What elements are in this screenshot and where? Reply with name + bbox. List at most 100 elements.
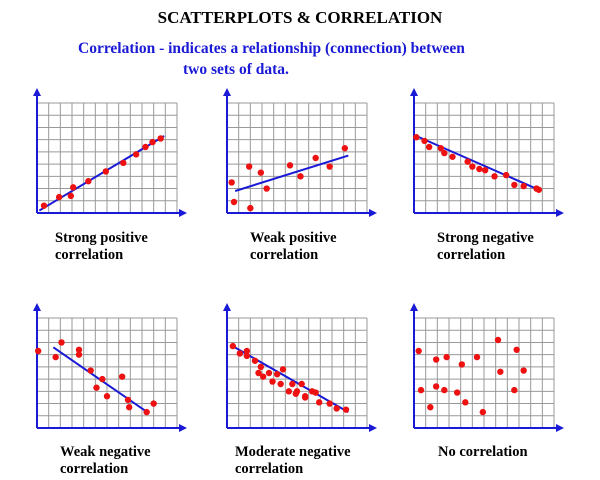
caption-moderate-negative: Moderate negative correlation [235, 444, 351, 478]
data-point [286, 162, 294, 169]
data-point [124, 396, 132, 404]
data-point [52, 353, 59, 361]
subtitle-line-1: Correlation - indicates a relationship (… [78, 40, 465, 57]
data-point [67, 192, 75, 200]
data-point [535, 186, 543, 193]
data-point [257, 363, 265, 371]
data-point [511, 181, 518, 189]
data-point [277, 380, 284, 388]
scatterplot-strong-positive [33, 88, 187, 217]
data-point [55, 193, 63, 201]
caption-strong-positive: Strong positive correlation [55, 230, 148, 264]
page-subtitle: Correlation - indicates a relationship (… [78, 38, 548, 80]
data-point [75, 346, 83, 353]
caption-line: Strong positive [55, 230, 148, 246]
grid [227, 102, 368, 213]
grid [37, 102, 178, 213]
data-point [273, 371, 281, 378]
data-point [473, 353, 481, 361]
data-point [263, 185, 270, 192]
data-point [257, 169, 265, 176]
scatterplot-weak-negative [33, 303, 187, 432]
data-point [511, 386, 518, 394]
data-point [125, 404, 133, 411]
data-point [102, 168, 110, 175]
data-point [69, 184, 77, 191]
data-point [443, 353, 450, 361]
data-point [243, 347, 251, 355]
data-point [230, 198, 238, 206]
caption-line: Weak positive [250, 230, 337, 246]
data-point [40, 202, 48, 209]
data-point [464, 158, 471, 165]
data-point [58, 339, 65, 346]
caption-line: correlation [55, 247, 124, 263]
data-point [157, 135, 164, 142]
data-point [520, 367, 527, 374]
data-point [265, 369, 273, 377]
data-point [243, 352, 251, 360]
y-axis-arrow [33, 303, 41, 311]
data-point [269, 378, 276, 385]
data-point [432, 356, 440, 363]
data-point [251, 357, 259, 364]
data-point [255, 369, 262, 377]
data-point [93, 384, 100, 391]
data-point [75, 351, 83, 358]
data-point [99, 375, 106, 383]
caption-line: correlation [60, 461, 129, 477]
data-point [441, 386, 448, 394]
data-point [453, 389, 461, 396]
x-axis-arrow [556, 209, 564, 217]
data-point [520, 182, 527, 190]
data-point [143, 408, 150, 416]
x-axis-arrow [369, 424, 377, 432]
data-point [315, 399, 323, 406]
data-point [425, 143, 433, 151]
grid [227, 317, 368, 428]
page-title: SCATTERPLOTS & CORRELATION [157, 8, 443, 27]
data-point [494, 336, 502, 344]
data-point [298, 380, 305, 388]
data-point [491, 173, 498, 180]
data-point [118, 373, 126, 380]
data-point [502, 171, 510, 179]
data-point [312, 154, 319, 162]
data-point [285, 388, 293, 395]
data-point [421, 137, 428, 145]
data-point [247, 204, 254, 212]
data-point [149, 138, 156, 146]
y-axis-arrow [33, 88, 41, 96]
data-point [150, 400, 157, 407]
caption-line: No correlation [438, 444, 528, 460]
data-point [229, 342, 237, 350]
data-point [462, 399, 469, 406]
caption-line: correlation [235, 461, 304, 477]
data-point [417, 386, 425, 394]
data-point [342, 406, 350, 413]
scatterplot-weak-positive [223, 88, 377, 217]
data-point [103, 393, 111, 400]
x-axis-arrow [556, 424, 564, 432]
x-axis-arrow [369, 209, 377, 217]
data-point [85, 178, 92, 185]
data-point [259, 373, 267, 380]
caption-no-correlation: No correlation [438, 444, 528, 461]
data-point [513, 346, 520, 353]
data-point [120, 159, 127, 167]
data-point [479, 408, 487, 416]
caption-line: Weak negative [60, 444, 151, 460]
data-point [469, 163, 476, 170]
data-point [449, 153, 456, 160]
data-point [245, 163, 253, 170]
caption-line: Moderate negative [235, 444, 351, 460]
data-point [427, 404, 434, 411]
data-point [34, 347, 42, 355]
data-point [132, 151, 140, 158]
data-point [87, 367, 94, 374]
data-point [326, 400, 333, 407]
x-axis-arrow [179, 424, 187, 432]
data-point [481, 167, 489, 174]
data-point [301, 394, 309, 401]
scatterplot-no-correlation [410, 303, 564, 432]
